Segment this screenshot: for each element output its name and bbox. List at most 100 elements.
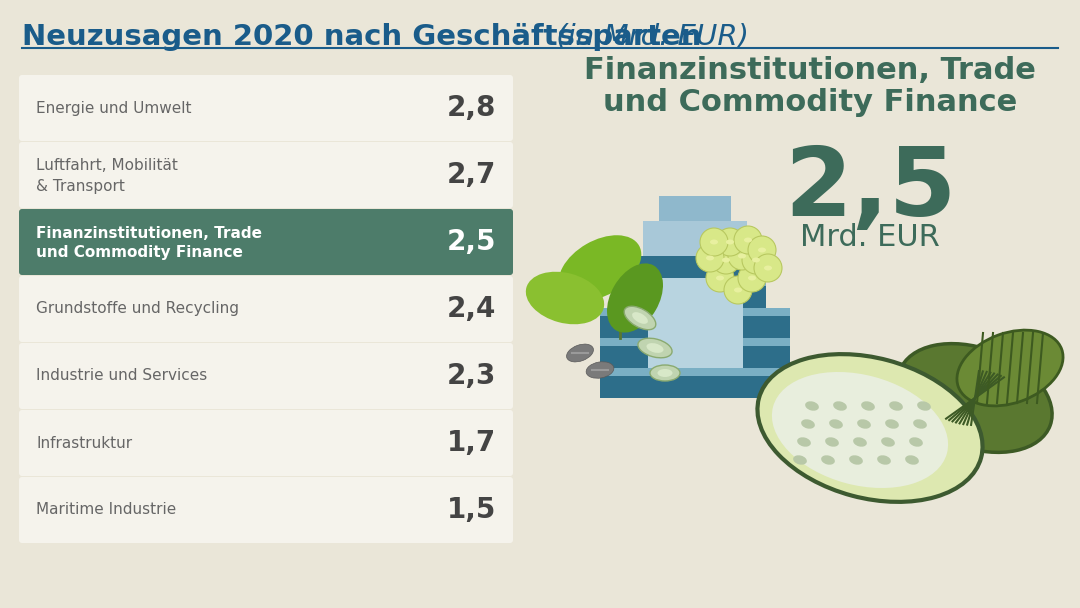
Circle shape [706,264,734,292]
FancyBboxPatch shape [600,338,789,346]
FancyBboxPatch shape [19,142,513,208]
Ellipse shape [805,401,819,411]
Ellipse shape [624,306,656,330]
Text: 2,8: 2,8 [447,94,496,122]
Text: Infrastruktur: Infrastruktur [36,435,132,451]
Ellipse shape [716,275,724,280]
Ellipse shape [607,263,663,333]
Circle shape [728,242,756,270]
Ellipse shape [772,372,948,488]
Text: 1,5: 1,5 [447,496,496,524]
Circle shape [748,236,777,264]
Ellipse shape [638,338,672,358]
Ellipse shape [647,343,663,353]
Text: Luftfahrt, Mobilität: Luftfahrt, Mobilität [36,159,178,173]
Circle shape [742,246,770,274]
Text: und Commodity Finance: und Commodity Finance [603,88,1017,117]
Text: Industrie und Services: Industrie und Services [36,368,207,384]
Circle shape [754,254,782,282]
FancyBboxPatch shape [19,343,513,409]
Ellipse shape [632,312,648,324]
FancyBboxPatch shape [659,196,731,221]
Ellipse shape [706,255,714,260]
Ellipse shape [734,288,742,292]
Text: Maritime Industrie: Maritime Industrie [36,502,176,517]
FancyBboxPatch shape [600,376,789,398]
Text: Finanzinstitutionen, Trade: Finanzinstitutionen, Trade [584,56,1036,85]
Text: 2,5: 2,5 [784,143,956,236]
FancyBboxPatch shape [19,477,513,543]
Ellipse shape [558,235,642,301]
Ellipse shape [897,344,1052,452]
Text: 2,7: 2,7 [447,161,496,189]
Ellipse shape [905,455,919,465]
FancyBboxPatch shape [648,278,743,368]
FancyBboxPatch shape [624,278,766,286]
Circle shape [724,276,752,304]
Ellipse shape [886,420,899,429]
Ellipse shape [797,437,811,447]
Ellipse shape [853,437,867,447]
Text: Mrd. EUR: Mrd. EUR [800,223,940,252]
FancyBboxPatch shape [19,75,513,141]
Ellipse shape [877,455,891,465]
Ellipse shape [658,369,673,377]
Ellipse shape [526,272,604,324]
Text: Grundstoffe und Recycling: Grundstoffe und Recycling [36,302,239,317]
Ellipse shape [909,437,923,447]
Circle shape [712,246,740,274]
Text: 2,5: 2,5 [446,228,496,256]
Ellipse shape [917,401,931,411]
Ellipse shape [650,365,680,381]
Ellipse shape [726,240,734,244]
FancyBboxPatch shape [19,276,513,342]
FancyBboxPatch shape [19,410,513,476]
Ellipse shape [801,420,815,429]
Ellipse shape [793,455,807,465]
Ellipse shape [833,401,847,411]
Ellipse shape [710,240,718,244]
Text: Neuzusagen 2020 nach Geschäftssparten: Neuzusagen 2020 nach Geschäftssparten [22,23,702,51]
Ellipse shape [567,344,593,362]
Ellipse shape [881,437,895,447]
Circle shape [700,228,728,256]
Ellipse shape [758,247,766,252]
Circle shape [716,228,744,256]
Text: 2,3: 2,3 [447,362,496,390]
FancyBboxPatch shape [19,209,513,275]
Ellipse shape [752,258,760,263]
Ellipse shape [764,266,772,271]
Ellipse shape [858,420,870,429]
FancyBboxPatch shape [643,221,747,256]
Ellipse shape [744,238,752,243]
Ellipse shape [861,401,875,411]
Ellipse shape [821,455,835,465]
Ellipse shape [913,420,927,429]
Ellipse shape [829,420,842,429]
Text: & Transport: & Transport [36,179,125,193]
FancyBboxPatch shape [600,308,789,316]
Ellipse shape [957,330,1063,406]
Text: 1,7: 1,7 [447,429,496,457]
Ellipse shape [723,258,730,263]
Text: und Commodity Finance: und Commodity Finance [36,246,243,260]
FancyBboxPatch shape [600,368,789,376]
Circle shape [738,264,766,292]
Text: Energie und Umwelt: Energie und Umwelt [36,100,191,116]
FancyBboxPatch shape [600,316,789,338]
Text: Finanzinstitutionen, Trade: Finanzinstitutionen, Trade [36,226,262,241]
FancyBboxPatch shape [600,346,789,368]
Ellipse shape [586,362,613,378]
Text: (in Mrd. EUR): (in Mrd. EUR) [546,23,750,51]
Circle shape [734,226,762,254]
Ellipse shape [748,275,756,280]
FancyBboxPatch shape [624,256,766,278]
Ellipse shape [738,254,746,258]
Ellipse shape [825,437,839,447]
Ellipse shape [757,354,983,502]
Circle shape [696,244,724,272]
FancyBboxPatch shape [624,286,766,308]
Ellipse shape [889,401,903,411]
Ellipse shape [849,455,863,465]
Text: 2,4: 2,4 [447,295,496,323]
